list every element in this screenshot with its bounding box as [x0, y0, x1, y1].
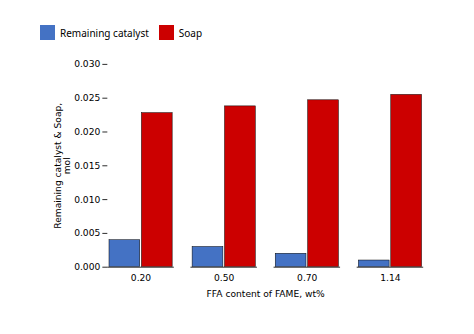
svg-text:0.030: 0.030	[74, 59, 100, 69]
svg-text:0.025: 0.025	[74, 93, 100, 103]
svg-text:0.000: 0.000	[74, 262, 100, 272]
svg-text:0.50: 0.50	[214, 273, 235, 283]
svg-text:0.010: 0.010	[74, 195, 100, 205]
svg-text:0.70: 0.70	[297, 273, 318, 283]
svg-text:0.005: 0.005	[74, 228, 100, 238]
svg-text:Remaining catalyst & Soap,mol: Remaining catalyst & Soap,mol	[53, 103, 72, 229]
html-text:Remaining catalyst: Remaining catalyst	[60, 25, 149, 40]
svg-text:0.020: 0.020	[74, 127, 100, 137]
svg-text:1.14: 1.14	[380, 273, 401, 283]
html-text:Soap: Soap	[178, 25, 203, 40]
svg-text:FFA content of FAME, wt%: FFA content of FAME, wt%	[207, 289, 325, 299]
svg-text:0.20: 0.20	[131, 273, 152, 283]
svg-text:0.015: 0.015	[74, 161, 100, 171]
